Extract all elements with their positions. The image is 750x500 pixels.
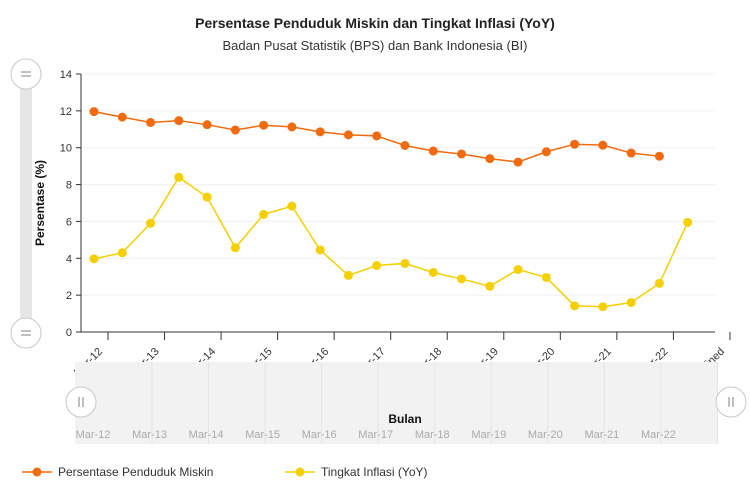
navigator-labels: Mar-12 Mar-13 Mar-14 Mar-15 Mar-16 Mar-17 Mar-… (76, 362, 718, 444)
data-point (230, 243, 240, 253)
legend-label-inflation: Tingkat Inflasi (YoY) (321, 465, 428, 479)
y-scrollbar-track[interactable] (20, 78, 32, 334)
data-point (626, 148, 636, 158)
data-point (230, 125, 240, 135)
data-point (598, 140, 608, 150)
data-point (146, 218, 156, 228)
navigator-label: Mar-19 (471, 429, 506, 441)
y-tick-label: 2 (66, 290, 72, 302)
y-tick-label: 10 (60, 143, 72, 155)
data-point (400, 258, 410, 268)
data-point (372, 260, 382, 270)
y-tick-label: 6 (66, 216, 72, 228)
y-axis-title: Persentase (%) (33, 160, 47, 246)
y-tick-label: 4 (66, 253, 72, 265)
navigator-label: Mar-17 (358, 429, 393, 441)
navigator-label: Mar-13 (132, 429, 167, 441)
legend-label-poverty: Persentase Penduduk Miskin (58, 465, 213, 479)
x-axis-title: Bulan (388, 412, 421, 426)
data-point (343, 130, 353, 140)
navigator-label: Mar-20 (528, 429, 563, 441)
data-point (570, 301, 580, 311)
plot-series (89, 107, 693, 312)
data-point (315, 245, 325, 255)
data-point (146, 117, 156, 127)
legend-item-poverty[interactable]: Persentase Penduduk Miskin (22, 465, 213, 479)
data-point (485, 281, 495, 291)
y-tick-label: 8 (66, 180, 72, 192)
navigator-label: Mar-14 (189, 429, 224, 441)
y-scrollbar-handle-bottom[interactable] (10, 317, 42, 349)
navigator-label: Mar-18 (415, 429, 450, 441)
data-point (372, 131, 382, 141)
navigator-label: Mar-22 (641, 429, 676, 441)
data-point (315, 127, 325, 137)
data-point (202, 192, 212, 202)
data-point (400, 141, 410, 151)
data-point (259, 120, 269, 130)
y-axis: 0 2 4 6 8 10 12 14 (60, 69, 82, 339)
data-point (457, 274, 467, 284)
legend-marker-inflation (295, 467, 305, 477)
navigator-handle-left[interactable] (65, 386, 97, 418)
chart-subtitle: Badan Pusat Statistik (BPS) dan Bank Ind… (223, 38, 528, 53)
data-point (654, 151, 664, 161)
legend-marker-poverty (32, 467, 42, 477)
chart-title: Persentase Penduduk Miskin dan Tingkat I… (195, 15, 555, 31)
navigator-background[interactable] (75, 362, 717, 444)
data-point (287, 201, 297, 211)
data-point (570, 139, 580, 149)
data-point (117, 248, 127, 258)
y-tick-label: 0 (66, 327, 72, 339)
y-scrollbar-handle-top[interactable] (10, 58, 42, 90)
data-point (654, 278, 664, 288)
series-line-1 (93, 176, 689, 308)
data-point (89, 107, 99, 117)
data-point (89, 254, 99, 264)
data-point (457, 149, 467, 159)
data-point (259, 209, 269, 219)
data-point (626, 298, 636, 308)
data-point (541, 272, 551, 282)
legend: Persentase Penduduk Miskin Tingkat Infla… (22, 465, 428, 479)
data-point (513, 265, 523, 275)
data-point (598, 302, 608, 312)
navigator-label: Mar-21 (584, 429, 619, 441)
data-point (343, 270, 353, 280)
data-point (683, 217, 693, 227)
data-point (541, 147, 551, 157)
data-point (428, 146, 438, 156)
legend-item-inflation[interactable]: Tingkat Inflasi (YoY) (285, 465, 428, 479)
y-tick-label: 12 (60, 106, 72, 118)
data-point (117, 112, 127, 122)
data-point (485, 154, 495, 164)
data-point (513, 157, 523, 167)
navigator-handle-right[interactable] (715, 386, 747, 418)
data-point (287, 122, 297, 132)
navigator-label: Mar-16 (302, 429, 337, 441)
data-point (202, 120, 212, 130)
data-point (174, 116, 184, 126)
data-point (174, 172, 184, 182)
navigator-label: Mar-15 (245, 429, 280, 441)
grid-lines (81, 73, 715, 296)
navigator-label: Mar-12 (76, 429, 111, 441)
data-point (428, 267, 438, 277)
y-tick-label: 14 (60, 69, 72, 81)
